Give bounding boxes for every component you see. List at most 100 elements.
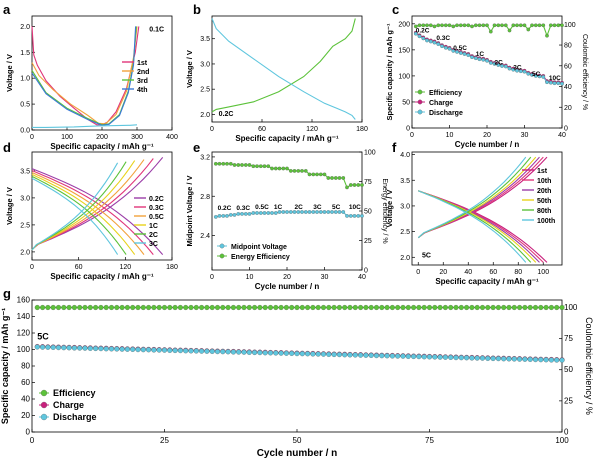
x-tick-label: 75 xyxy=(425,436,434,445)
plot-frame xyxy=(211,15,363,123)
series-point xyxy=(45,304,51,311)
series-point xyxy=(213,215,218,219)
series-point xyxy=(548,357,554,363)
series-point xyxy=(262,304,268,311)
charge-line xyxy=(31,162,119,251)
y2-tick-label: 25 xyxy=(564,396,573,405)
y2-tick-label: 20 xyxy=(564,105,572,112)
legend-label: Efficiency xyxy=(429,90,462,97)
series-point xyxy=(479,304,486,311)
y-tick-label: 2.5 xyxy=(400,229,410,236)
legend-label: 3rd xyxy=(137,78,148,85)
series-point xyxy=(167,347,173,353)
series-point xyxy=(560,23,564,28)
y-tick-label: 0.0 xyxy=(20,128,30,135)
series-point xyxy=(228,213,233,217)
series-point xyxy=(458,51,463,55)
annotation: 0.2C xyxy=(416,28,430,35)
x-tick-label: 30 xyxy=(521,132,529,139)
legend-label: 80th xyxy=(537,208,551,215)
x-tick-label: 60 xyxy=(258,126,266,133)
annotation: 0.5C xyxy=(255,204,269,211)
series-point xyxy=(455,23,459,28)
series-point xyxy=(352,352,358,358)
series-point xyxy=(453,304,459,311)
series-point xyxy=(246,349,252,355)
series-point xyxy=(342,304,348,311)
annotation: 5C xyxy=(37,332,49,342)
y-tick-label: 40 xyxy=(21,395,30,404)
series-point xyxy=(466,23,471,28)
series-line xyxy=(215,163,362,189)
series-point xyxy=(515,68,519,73)
series-point xyxy=(247,212,252,216)
series-point xyxy=(50,304,56,311)
series-point xyxy=(356,214,361,218)
series-point xyxy=(432,40,437,45)
series-point xyxy=(556,81,561,86)
series-point xyxy=(500,23,504,28)
series-point xyxy=(246,304,252,311)
series-point xyxy=(103,346,109,352)
x-tick-label: 0 xyxy=(416,269,420,276)
series-point xyxy=(538,357,544,363)
series-point xyxy=(45,344,51,350)
series-point xyxy=(214,304,221,311)
annotation: 10C xyxy=(549,75,561,82)
y2-tick-label: 0 xyxy=(364,268,368,275)
series-point xyxy=(532,304,539,311)
series-point xyxy=(315,304,321,311)
series-point xyxy=(247,163,252,167)
series-point xyxy=(554,304,560,311)
y2-axis-label: Coulombic efficiency / % xyxy=(581,34,588,110)
legend-label: Efficiency xyxy=(53,388,96,398)
y-tick-label: 2.0 xyxy=(20,249,30,256)
panel-label: c xyxy=(392,2,399,17)
legend-label: Energy Efficiency xyxy=(231,254,290,261)
series-point xyxy=(395,353,401,359)
series-point xyxy=(448,354,454,360)
x-tick-label: 100 xyxy=(537,269,549,276)
series-point xyxy=(296,210,301,214)
series-point xyxy=(225,304,231,311)
series-point xyxy=(288,210,293,214)
series-point xyxy=(356,183,361,187)
series-point xyxy=(228,161,233,166)
series-point xyxy=(554,357,560,363)
series-point xyxy=(360,214,364,218)
series-point xyxy=(292,210,297,214)
y-tick-label: 3.0 xyxy=(400,203,410,210)
series-point xyxy=(193,304,199,311)
legend-label: 2C xyxy=(149,232,158,239)
series-point xyxy=(305,304,311,311)
series-point xyxy=(296,169,301,173)
series-point xyxy=(266,164,271,169)
series-point xyxy=(318,210,323,214)
y2-tick-label: 100 xyxy=(564,22,576,29)
y2-axis-label: Coulombic efficiency / % xyxy=(584,317,594,415)
series-point xyxy=(183,304,189,311)
series-point xyxy=(511,356,517,362)
discharge-line xyxy=(418,190,527,263)
series-point xyxy=(204,304,210,311)
series-point xyxy=(384,353,390,359)
series-point xyxy=(511,67,516,72)
series-point xyxy=(537,23,542,28)
legend-marker xyxy=(417,99,423,105)
series-point xyxy=(140,347,146,353)
y2-tick-label: 0 xyxy=(564,126,568,133)
series-point xyxy=(66,304,72,311)
series-point xyxy=(230,349,236,355)
series-point xyxy=(451,24,456,29)
series-point xyxy=(485,58,489,63)
series-point xyxy=(443,45,448,50)
series-point xyxy=(440,44,444,49)
series-point xyxy=(464,355,470,361)
series-point xyxy=(311,172,316,177)
series-line xyxy=(37,346,563,361)
series-point xyxy=(267,350,274,356)
y-tick-label: 60 xyxy=(21,378,30,387)
y-tick-label: 3.5 xyxy=(400,178,410,185)
series-point xyxy=(151,304,157,311)
series-point xyxy=(368,304,374,311)
